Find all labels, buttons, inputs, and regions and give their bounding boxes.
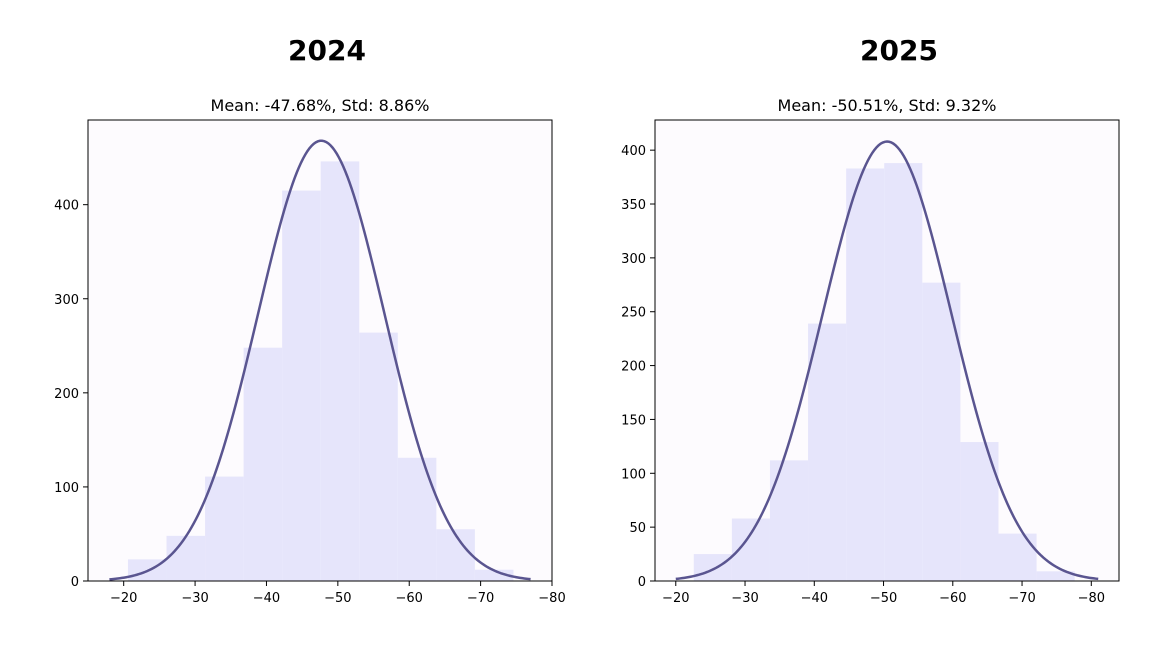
x-tick-label: −30 [181,591,208,606]
histogram-bar [359,332,398,581]
y-tick-label: 100 [621,467,646,482]
chart-subtitle: Mean: -50.51%, Std: 9.32% [778,96,997,115]
histogram-bars [693,163,1075,582]
x-tick-label: −50 [324,591,351,606]
x-tick-label: −20 [662,591,689,606]
y-tick-label: 200 [54,387,79,402]
y-tick-label: 400 [621,144,646,159]
y-tick-label: 0 [638,575,646,590]
x-tick-label: −60 [939,591,966,606]
histogram-bar [436,529,475,581]
chart-panel-2024: 2024 Mean: -47.68%, Std: 8.86% −20 −30 −40 −5… [54,34,566,606]
chart-title: 2024 [288,34,366,67]
axes-frame [87,119,553,582]
histogram-bar [846,168,885,582]
normal-fit-curve [675,140,1099,581]
y-tick-label: 350 [621,198,646,213]
y-tick-label: 200 [621,360,646,375]
chart-panel-2025: 2025 Mean: -50.51%, Std: 9.32% −20 −30 −40 −5… [621,34,1120,606]
histogram-bar [998,533,1037,581]
y-tick-label: 0 [71,575,79,590]
x-tick-label: −70 [1008,591,1035,606]
y-tick-label: 300 [54,293,79,308]
y-tick-label: 300 [621,252,646,267]
histogram-bar [320,161,360,581]
histogram-bar [243,347,283,581]
histogram-bar [884,163,923,581]
y-tick-label: 100 [54,481,79,496]
histogram-bar [922,282,961,581]
y-tick-label: 250 [621,306,646,321]
x-tick-label: −70 [467,591,494,606]
histogram-bars [127,161,514,581]
histogram-bar [166,535,206,581]
x-tick-label: −80 [1078,591,1105,606]
y-tick-label: 50 [629,521,646,536]
histogram-bar [205,476,244,581]
histogram-bar [397,457,437,581]
histogram-bar [474,569,514,581]
y-tick-label: 150 [621,413,646,428]
x-tick-label: −40 [253,591,280,606]
chart-subtitle: Mean: -47.68%, Std: 8.86% [211,96,430,115]
y-tick-label: 400 [54,199,79,214]
x-tick-label: −40 [801,591,828,606]
x-tick-label: −30 [731,591,758,606]
histogram-bar [1036,571,1075,581]
x-tick-label: −60 [396,591,423,606]
histogram-bar [808,323,847,581]
x-tick-label: −20 [110,591,137,606]
normal-fit-curve [109,139,531,581]
chart-title: 2025 [860,34,938,67]
axes-frame [654,119,1120,582]
x-tick-label: −80 [538,591,565,606]
x-tick-label: −50 [870,591,897,606]
histogram-bar [282,190,321,581]
histogram-bar [693,554,732,581]
